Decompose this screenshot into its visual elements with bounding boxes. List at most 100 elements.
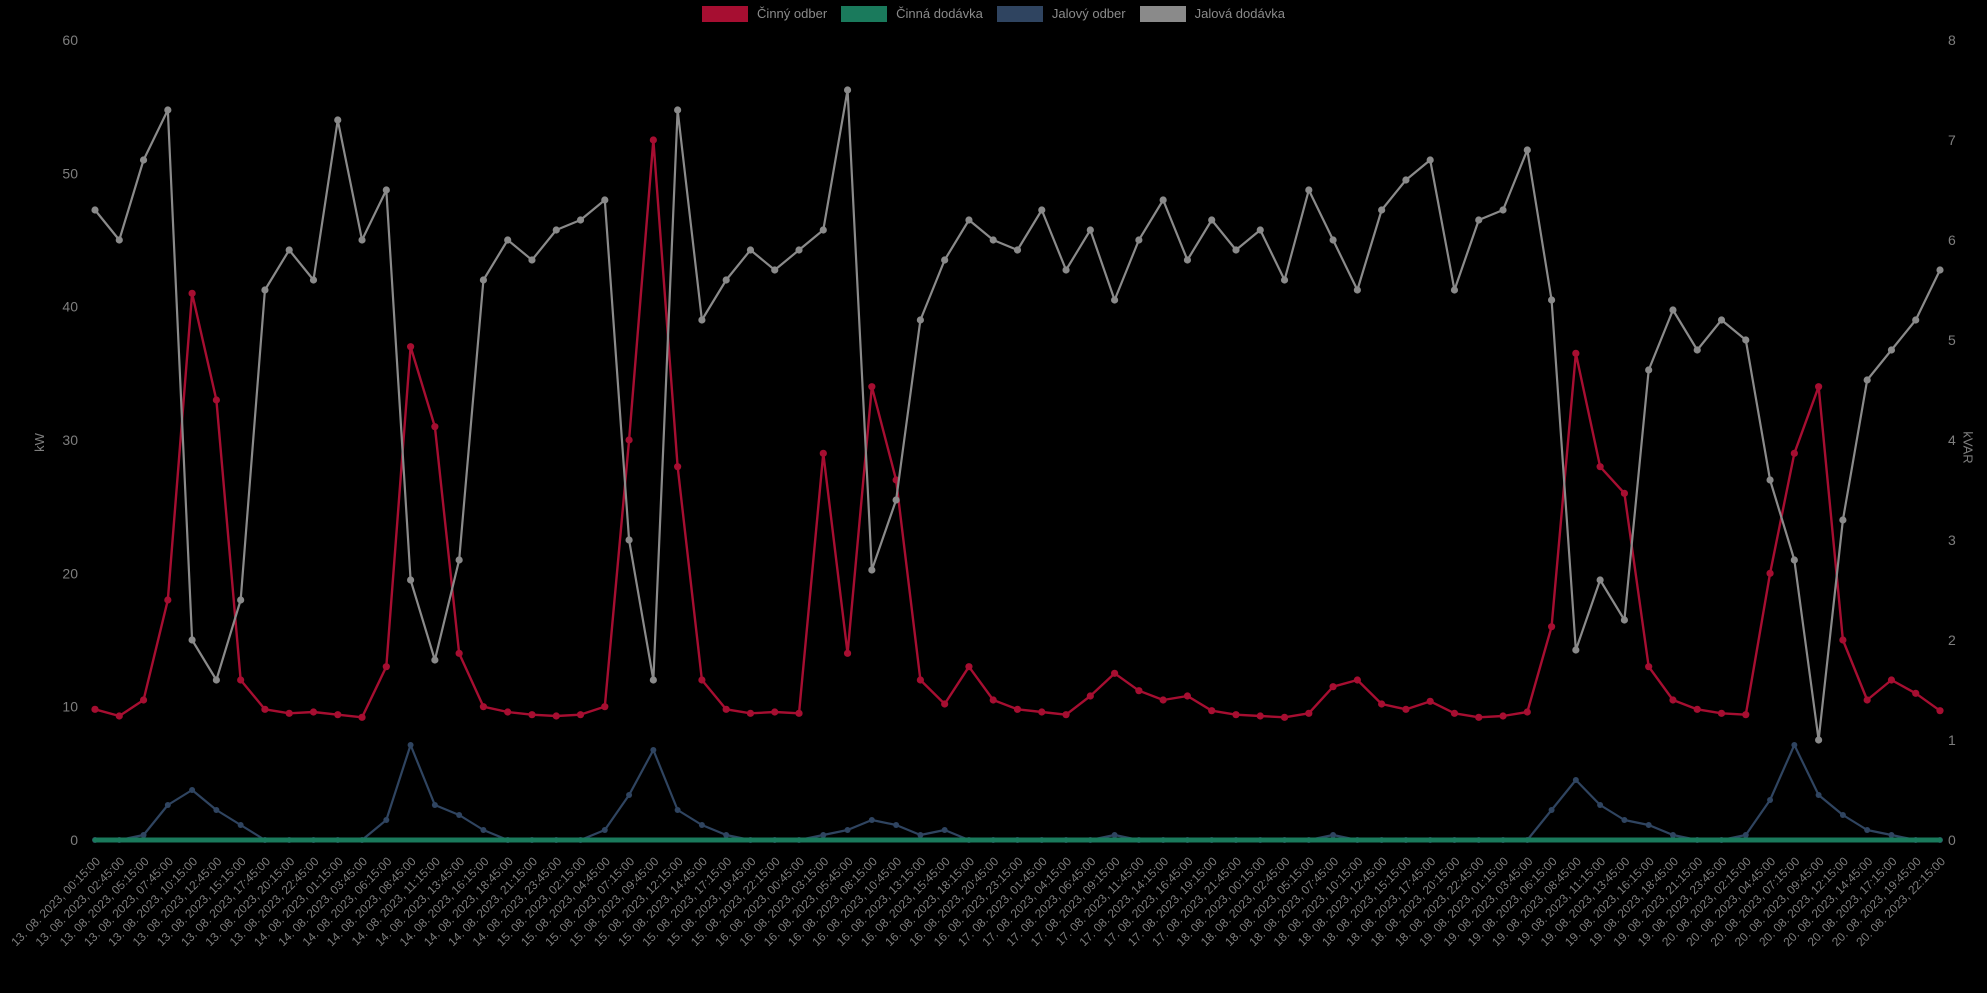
legend-item-jalova-dodavka[interactable]: Jalová dodávka — [1139, 6, 1285, 22]
left-tick-label: 20 — [62, 565, 78, 581]
chart-legend: Činný odber Činná dodávka Jalový odber Jalo… — [0, 6, 1987, 22]
data-point-jalova-dodavka — [261, 286, 269, 294]
data-point-jalova-dodavka — [1378, 206, 1386, 214]
data-point-cinny-odber — [115, 712, 123, 720]
data-point-jalova-dodavka — [843, 86, 852, 94]
data-point-cinny-odber — [552, 712, 560, 720]
data-point-cinny-odber — [649, 136, 657, 144]
data-point-jalovy-odber — [213, 807, 220, 813]
data-point-jalova-dodavka — [1863, 376, 1871, 384]
data-point-jalova-dodavka — [1280, 276, 1289, 284]
data-point-cinny-odber — [1232, 711, 1240, 719]
legend-item-cinna-dodavka[interactable]: Činná dodávka — [841, 6, 983, 22]
left-tick-label: 10 — [62, 699, 78, 715]
data-point-jalova-dodavka — [1790, 556, 1798, 564]
data-point-cinny-odber — [1450, 709, 1459, 717]
data-point-jalova-dodavka — [1645, 366, 1653, 374]
data-point-jalova-dodavka — [989, 236, 997, 244]
data-point-jalovy-odber — [431, 802, 438, 808]
data-point-jalovy-odber — [480, 827, 487, 833]
data-point-cinny-odber — [479, 703, 488, 711]
data-point-jalovy-odber — [1621, 817, 1628, 823]
data-point-jalova-dodavka — [965, 216, 973, 224]
data-point-jalova-dodavka — [1717, 316, 1726, 324]
data-point-jalova-dodavka — [358, 236, 366, 244]
data-point-jalova-dodavka — [1038, 206, 1046, 214]
data-point-jalovy-odber — [650, 747, 657, 753]
data-point-jalovy-odber — [723, 832, 730, 838]
legend-swatch-cinna-dodavka — [841, 6, 888, 22]
data-point-jalova-dodavka — [309, 276, 318, 284]
legend-swatch-jalova-dodavka — [1139, 6, 1186, 22]
data-point-jalova-dodavka — [1232, 246, 1240, 254]
data-point-cinny-odber — [1402, 705, 1410, 713]
data-point-cinny-odber — [285, 709, 293, 717]
left-tick-label: 60 — [62, 32, 78, 48]
right-tick-label: 3 — [1948, 532, 1956, 548]
data-point-jalova-dodavka — [1839, 516, 1847, 524]
data-point-jalovy-odber — [844, 827, 851, 833]
data-point-cinny-odber — [965, 663, 973, 671]
data-point-cinny-odber — [698, 676, 706, 684]
data-point-jalova-dodavka — [1742, 336, 1750, 344]
data-point-cinny-odber — [674, 463, 682, 471]
data-point-cinny-odber — [1645, 663, 1653, 671]
data-point-cinny-odber — [1062, 711, 1070, 719]
data-point-jalova-dodavka — [1693, 346, 1701, 354]
data-point-jalova-dodavka — [868, 566, 876, 574]
data-point-jalova-dodavka — [1815, 736, 1823, 744]
data-point-jalovy-odber — [941, 827, 948, 833]
data-point-jalova-dodavka — [406, 576, 415, 584]
data-point-cinny-odber — [1135, 687, 1143, 695]
data-point-cinny-odber — [868, 383, 876, 391]
data-point-jalovy-odber — [1645, 822, 1652, 828]
data-point-jalova-dodavka — [188, 636, 196, 644]
data-point-jalova-dodavka — [1305, 186, 1313, 194]
data-point-jalovy-odber — [237, 822, 244, 828]
data-point-cinny-odber — [1159, 696, 1167, 704]
data-point-jalovy-odber — [189, 787, 196, 793]
data-point-jalovy-odber — [893, 822, 900, 828]
right-tick-label: 5 — [1948, 332, 1956, 348]
data-point-cinny-odber — [1426, 697, 1434, 705]
left-tick-label: 40 — [62, 299, 78, 315]
right-tick-label: 0 — [1948, 832, 1956, 848]
legend-item-cinny-odber[interactable]: Činný odber — [702, 6, 827, 22]
data-point-jalova-dodavka — [771, 266, 779, 274]
data-point-jalova-dodavka — [1062, 266, 1070, 274]
legend-item-jalovy-odber[interactable]: Jalový odber — [996, 6, 1126, 22]
data-point-jalova-dodavka — [892, 496, 900, 504]
data-point-cinny-odber — [309, 708, 318, 716]
data-point-jalovy-odber — [1572, 777, 1579, 783]
data-point-jalovy-odber — [140, 832, 147, 838]
right-tick-label: 2 — [1948, 632, 1956, 648]
data-point-cinny-odber — [1378, 700, 1386, 708]
data-point-jalova-dodavka — [1256, 226, 1264, 234]
data-point-jalova-dodavka — [455, 556, 463, 564]
data-point-cinny-odber — [1912, 689, 1920, 697]
data-point-cinny-odber — [771, 708, 779, 716]
data-point-cinny-odber — [1523, 708, 1531, 716]
series-line-jalova-dodavka — [93, 88, 1942, 742]
data-point-jalovy-odber — [626, 792, 633, 798]
data-point-cinny-odber — [916, 676, 924, 684]
legend-label: Činný odber — [757, 6, 828, 21]
data-point-cinny-odber — [188, 289, 196, 297]
data-point-cinny-odber — [1111, 669, 1119, 677]
data-point-jalova-dodavka — [91, 206, 99, 214]
data-point-jalovy-odber — [1767, 797, 1774, 803]
data-point-jalova-dodavka — [1426, 156, 1434, 164]
data-point-jalovy-odber — [917, 832, 924, 838]
data-point-jalova-dodavka — [698, 316, 706, 324]
data-point-cinny-odber — [261, 705, 269, 713]
data-point-cinny-odber — [722, 705, 730, 713]
data-point-cinny-odber — [746, 709, 755, 717]
data-point-jalova-dodavka — [1135, 236, 1143, 244]
data-point-jalovy-odber — [456, 812, 463, 818]
data-point-jalova-dodavka — [164, 106, 172, 114]
data-point-cinny-odber — [941, 700, 949, 708]
data-point-jalova-dodavka — [1475, 216, 1483, 224]
data-point-jalova-dodavka — [382, 186, 390, 194]
data-point-jalovy-odber — [164, 802, 171, 808]
legend-label: Jalový odber — [1051, 6, 1126, 21]
